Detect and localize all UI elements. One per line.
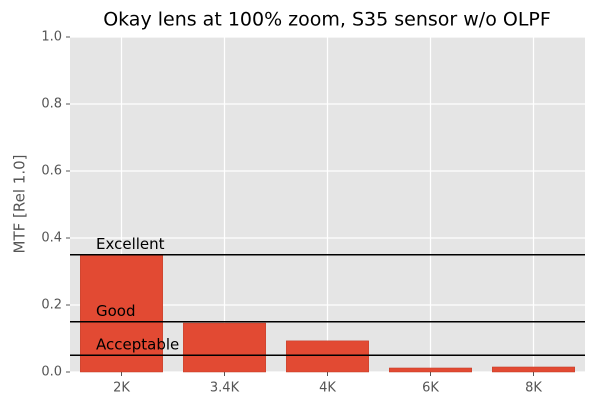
x-tick-label: 8K bbox=[525, 381, 542, 396]
y-axis-label: MTF [Rel 1.0] bbox=[11, 155, 29, 254]
x-tick-label: 4K bbox=[319, 381, 336, 396]
y-tick-label: 0.0 bbox=[41, 365, 62, 380]
x-tick-label: 2K bbox=[113, 381, 130, 396]
bar bbox=[492, 366, 575, 373]
y-tick-label: 0.6 bbox=[41, 164, 62, 179]
chart-title: Okay lens at 100% zoom, S35 sensor w/o O… bbox=[103, 9, 551, 31]
bar bbox=[286, 340, 369, 373]
y-tick-label: 0.4 bbox=[41, 231, 62, 246]
y-tick-label: 0.2 bbox=[41, 298, 62, 313]
x-tick-label: 3.4K bbox=[210, 381, 240, 396]
bar bbox=[80, 254, 163, 373]
bar bbox=[183, 322, 266, 373]
y-tick-label: 1.0 bbox=[41, 30, 62, 45]
bar bbox=[389, 367, 472, 373]
threshold-label: Acceptable bbox=[96, 335, 179, 353]
threshold-label: Good bbox=[96, 302, 136, 320]
y-tick-label: 0.8 bbox=[41, 97, 62, 112]
x-tick-label: 6K bbox=[422, 381, 439, 396]
threshold-label: Excellent bbox=[96, 235, 165, 253]
